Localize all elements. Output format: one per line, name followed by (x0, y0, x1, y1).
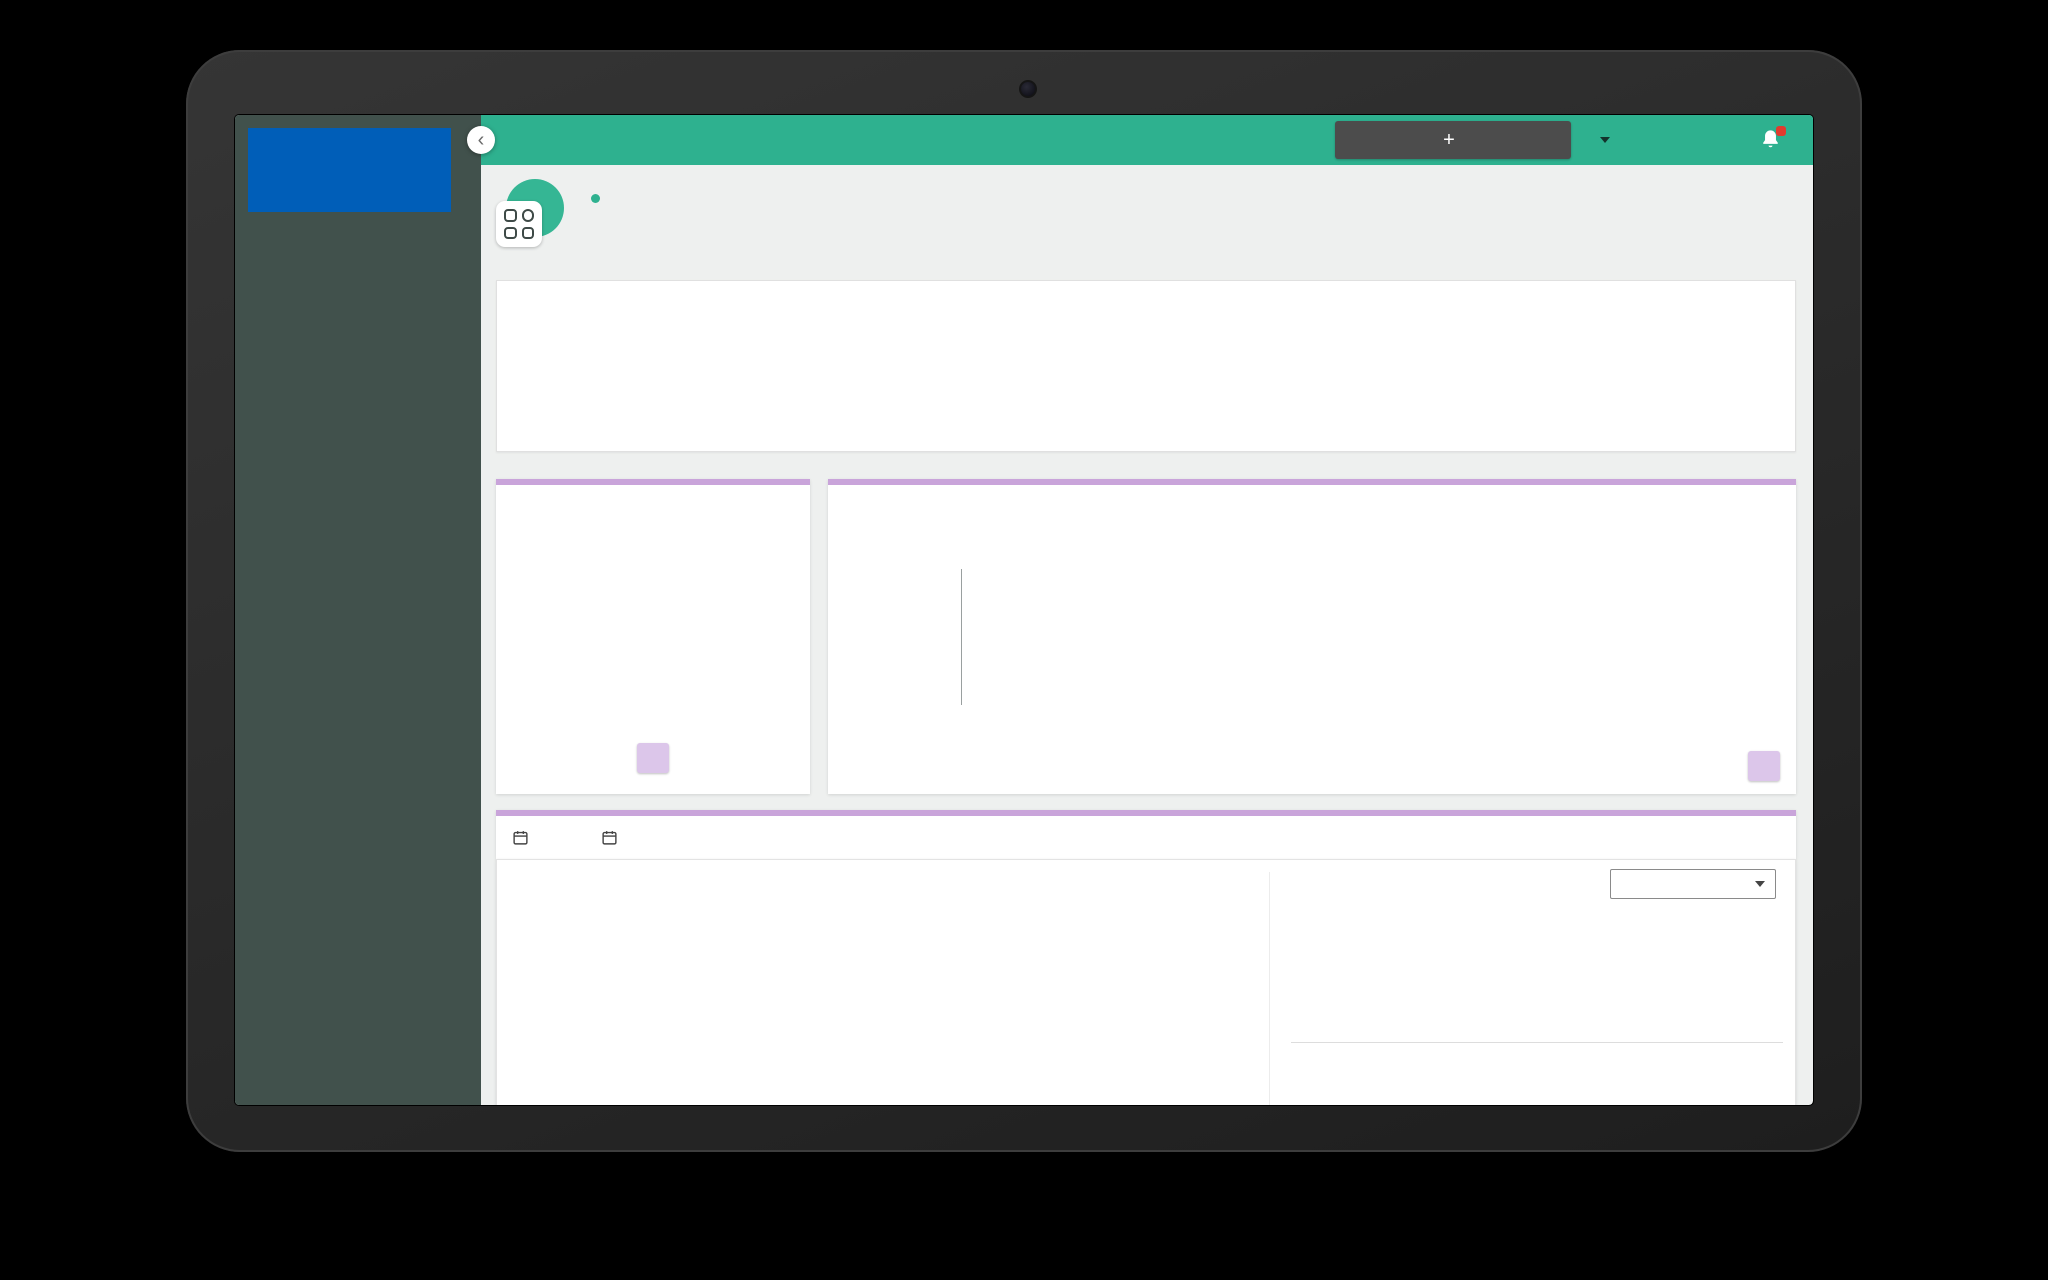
chevron-left-icon: ‹ (477, 129, 485, 151)
bell-icon (1763, 130, 1778, 148)
status-dot (591, 193, 600, 203)
bottom-panel (496, 859, 1796, 1105)
improvement-log-button[interactable] (637, 743, 669, 773)
grid-icon (496, 201, 542, 247)
theme-bars (962, 569, 1752, 705)
idea-progress-donut (598, 565, 708, 675)
idea-progress-card (496, 479, 810, 794)
ideas-by-theme-card (828, 479, 1796, 794)
donut-hole (626, 593, 680, 647)
chevron-down-icon (1755, 881, 1765, 887)
highlights-card (496, 280, 1796, 452)
notification-badge (1776, 126, 1786, 136)
date-range-bar (496, 810, 1796, 859)
donut-hole (1360, 949, 1410, 999)
calendar-icon (513, 831, 528, 845)
tablet-frame: + ‹ (186, 50, 1862, 1152)
theme-category-labels (856, 569, 956, 705)
distribution-divider (1291, 1042, 1783, 1043)
chevron-down-icon (1600, 137, 1610, 143)
calendar-icon (602, 831, 617, 845)
panel-divider (1269, 872, 1270, 1105)
app-screen: + ‹ (234, 114, 1814, 1106)
distribution-donut-1 (1333, 922, 1437, 1026)
topbar: + (481, 115, 1813, 165)
page-header (496, 179, 600, 247)
line-chart-svg (509, 896, 1279, 1105)
dashboard-icon (496, 179, 564, 247)
tablet-camera-icon (1019, 80, 1037, 98)
sidebar-collapse-button[interactable]: ‹ (467, 126, 495, 154)
from-date-group (512, 829, 545, 846)
theme-plot (961, 569, 1752, 705)
user-menu[interactable] (1591, 115, 1610, 165)
projects-select[interactable] (1610, 869, 1776, 899)
plus-icon: + (1443, 129, 1455, 151)
nhs-logo[interactable] (248, 128, 451, 212)
improvement-log-button[interactable] (1748, 751, 1780, 781)
donut-hole (1360, 1086, 1410, 1105)
share-idea-button[interactable]: + (1335, 121, 1571, 159)
theme-xticks (961, 709, 1751, 725)
to-date-group (601, 829, 634, 846)
notifications-bell-button[interactable] (1759, 126, 1786, 152)
sidebar (235, 115, 481, 1105)
distribution-donut-2 (1333, 1059, 1437, 1105)
